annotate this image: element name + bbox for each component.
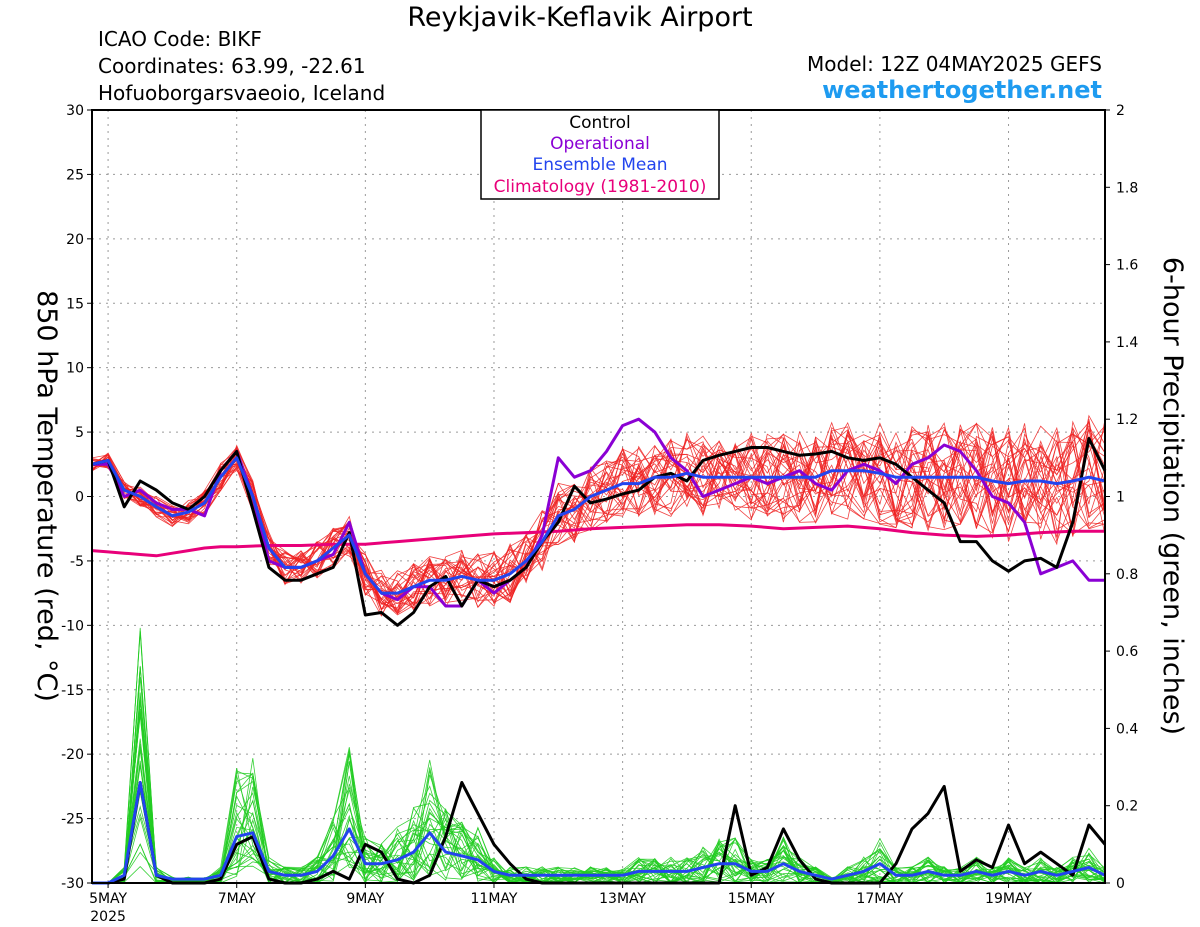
temperature-member-line: [91, 423, 1106, 601]
precipitation-member-line: [92, 627, 1106, 884]
temperature-member-line: [91, 427, 1106, 610]
x-tick-label: 15MAY: [728, 891, 775, 907]
right-tick-label: 0: [1116, 876, 1125, 892]
ensemble-mean-temperature-line: [91, 456, 1106, 595]
right-tick-label: 1.4: [1116, 335, 1138, 351]
temperature-member-line: [91, 426, 1106, 612]
coordinates: Coordinates: 63.99, -22.61: [98, 54, 366, 78]
legend-climatology: Climatology (1981-2010): [494, 177, 707, 197]
precipitation-member-line: [92, 631, 1106, 884]
left-axis-label: 850 hPa Temperature (red, °C): [31, 290, 62, 702]
x-tick-label: 19MAY: [985, 891, 1032, 907]
left-tick-label: 10: [66, 361, 84, 377]
legend-ensemble-mean: Ensemble Mean: [532, 155, 667, 175]
precipitation-ensemble-members: [92, 627, 1106, 884]
left-tick-label: 0: [75, 490, 84, 506]
axes: 302520151050-5-10-15-20-25-3021.81.61.41…: [61, 103, 1138, 925]
precipitation-member-line: [92, 738, 1106, 884]
x-tick-label: 13MAY: [599, 891, 646, 907]
legend-operational: Operational: [550, 134, 650, 154]
x-year-label: 2025: [90, 909, 126, 925]
site-link[interactable]: weathertogether.net: [822, 76, 1102, 104]
left-tick-label: -25: [61, 812, 84, 828]
precipitation-member-line: [92, 677, 1106, 884]
right-tick-label: 1.8: [1116, 180, 1138, 196]
temperature-member-line: [91, 426, 1106, 603]
series-lines: [91, 417, 1107, 885]
precipitation-member-line: [92, 702, 1106, 884]
right-tick-label: 0.8: [1116, 567, 1138, 583]
right-axis-label: 6-hour Precipitation (green, inches): [1157, 257, 1188, 735]
precipitation-member-line: [92, 631, 1106, 884]
precipitation-member-line: [92, 811, 1106, 884]
right-tick-label: 0.6: [1116, 644, 1138, 660]
x-tick-label: 9MAY: [346, 891, 384, 907]
climatology-temperature-line: [91, 523, 1105, 558]
x-tick-label: 11MAY: [471, 891, 518, 907]
left-tick-label: 15: [66, 296, 84, 312]
right-tick-label: 1.6: [1116, 258, 1138, 274]
left-tick-label: 5: [75, 425, 84, 441]
right-tick-label: 1.2: [1116, 412, 1138, 428]
legend-box: [480, 109, 720, 200]
region: Hofuoborgarsvaeoio, Iceland: [98, 81, 386, 105]
right-tick-label: 1: [1116, 490, 1125, 506]
ensemble-mean-precipitation-line: [92, 781, 1106, 885]
x-tick-label: 17MAY: [856, 891, 903, 907]
left-tick-label: -30: [61, 876, 84, 892]
right-tick-label: 0.4: [1116, 721, 1138, 737]
right-tick-label: 2: [1116, 103, 1125, 119]
right-tick-label: 0.2: [1116, 799, 1138, 815]
left-tick-label: 25: [66, 167, 84, 183]
left-tick-label: 30: [66, 103, 84, 119]
temperature-member-line: [91, 429, 1106, 609]
x-tick-label: 5MAY: [89, 891, 127, 907]
x-tick-label: 7MAY: [218, 891, 256, 907]
left-tick-label: -15: [61, 683, 84, 699]
left-tick-label: -10: [61, 618, 84, 634]
temperature-member-line: [91, 414, 1106, 615]
operational-temperature-line: [92, 417, 1105, 608]
temperature-ensemble-members: [91, 414, 1106, 617]
icao-code: ICAO Code: BIKF: [98, 27, 262, 51]
legend: Control Operational Ensemble Mean Climat…: [480, 109, 720, 200]
left-tick-label: 20: [66, 232, 84, 248]
model-run: Model: 12Z 04MAY2025 GEFS: [807, 52, 1102, 76]
legend-control: Control: [569, 113, 630, 133]
precipitation-member-line: [92, 764, 1106, 884]
left-tick-label: -5: [70, 554, 84, 570]
control-temperature-line: [91, 437, 1107, 627]
left-tick-label: -20: [61, 747, 84, 763]
chart-title: Reykjavik-Keflavik Airport: [407, 2, 753, 33]
